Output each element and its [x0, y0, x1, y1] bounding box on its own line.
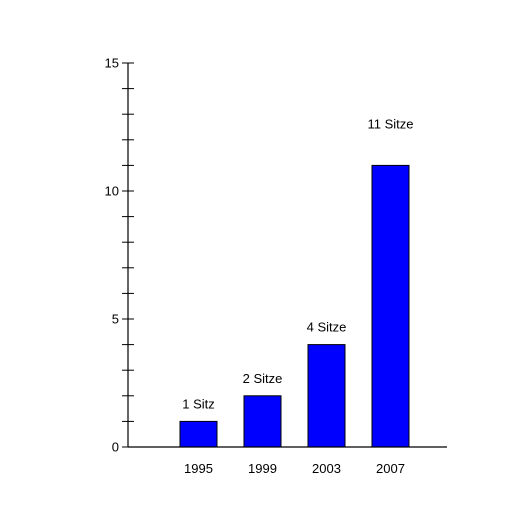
data-label: 2 Sitze: [243, 371, 283, 386]
y-tick-label: 5: [112, 312, 119, 327]
x-tick-label: 2007: [376, 461, 405, 476]
y-tick-label: 0: [112, 440, 119, 455]
x-axis-tick-labels: 1995 1999 2003 2007: [184, 461, 405, 476]
bar: [307, 344, 346, 448]
data-labels: 1 Sitz 2 Sitze 4 Sitze 11 Sitze: [182, 116, 413, 411]
bar: [243, 395, 282, 448]
bar: [179, 420, 218, 448]
y-axis-tick-labels: 0 5 10 15: [105, 56, 119, 455]
x-tick-label: 1995: [184, 461, 213, 476]
x-tick-label: 2003: [312, 461, 341, 476]
y-tick-label: 15: [105, 56, 119, 71]
data-label: 1 Sitz: [182, 396, 215, 411]
y-tick-label: 10: [105, 184, 119, 199]
bars: [179, 164, 410, 448]
data-label: 4 Sitze: [307, 320, 347, 335]
x-tick-label: 1999: [248, 461, 277, 476]
data-label: 11 Sitze: [367, 116, 413, 131]
bar: [371, 164, 410, 448]
